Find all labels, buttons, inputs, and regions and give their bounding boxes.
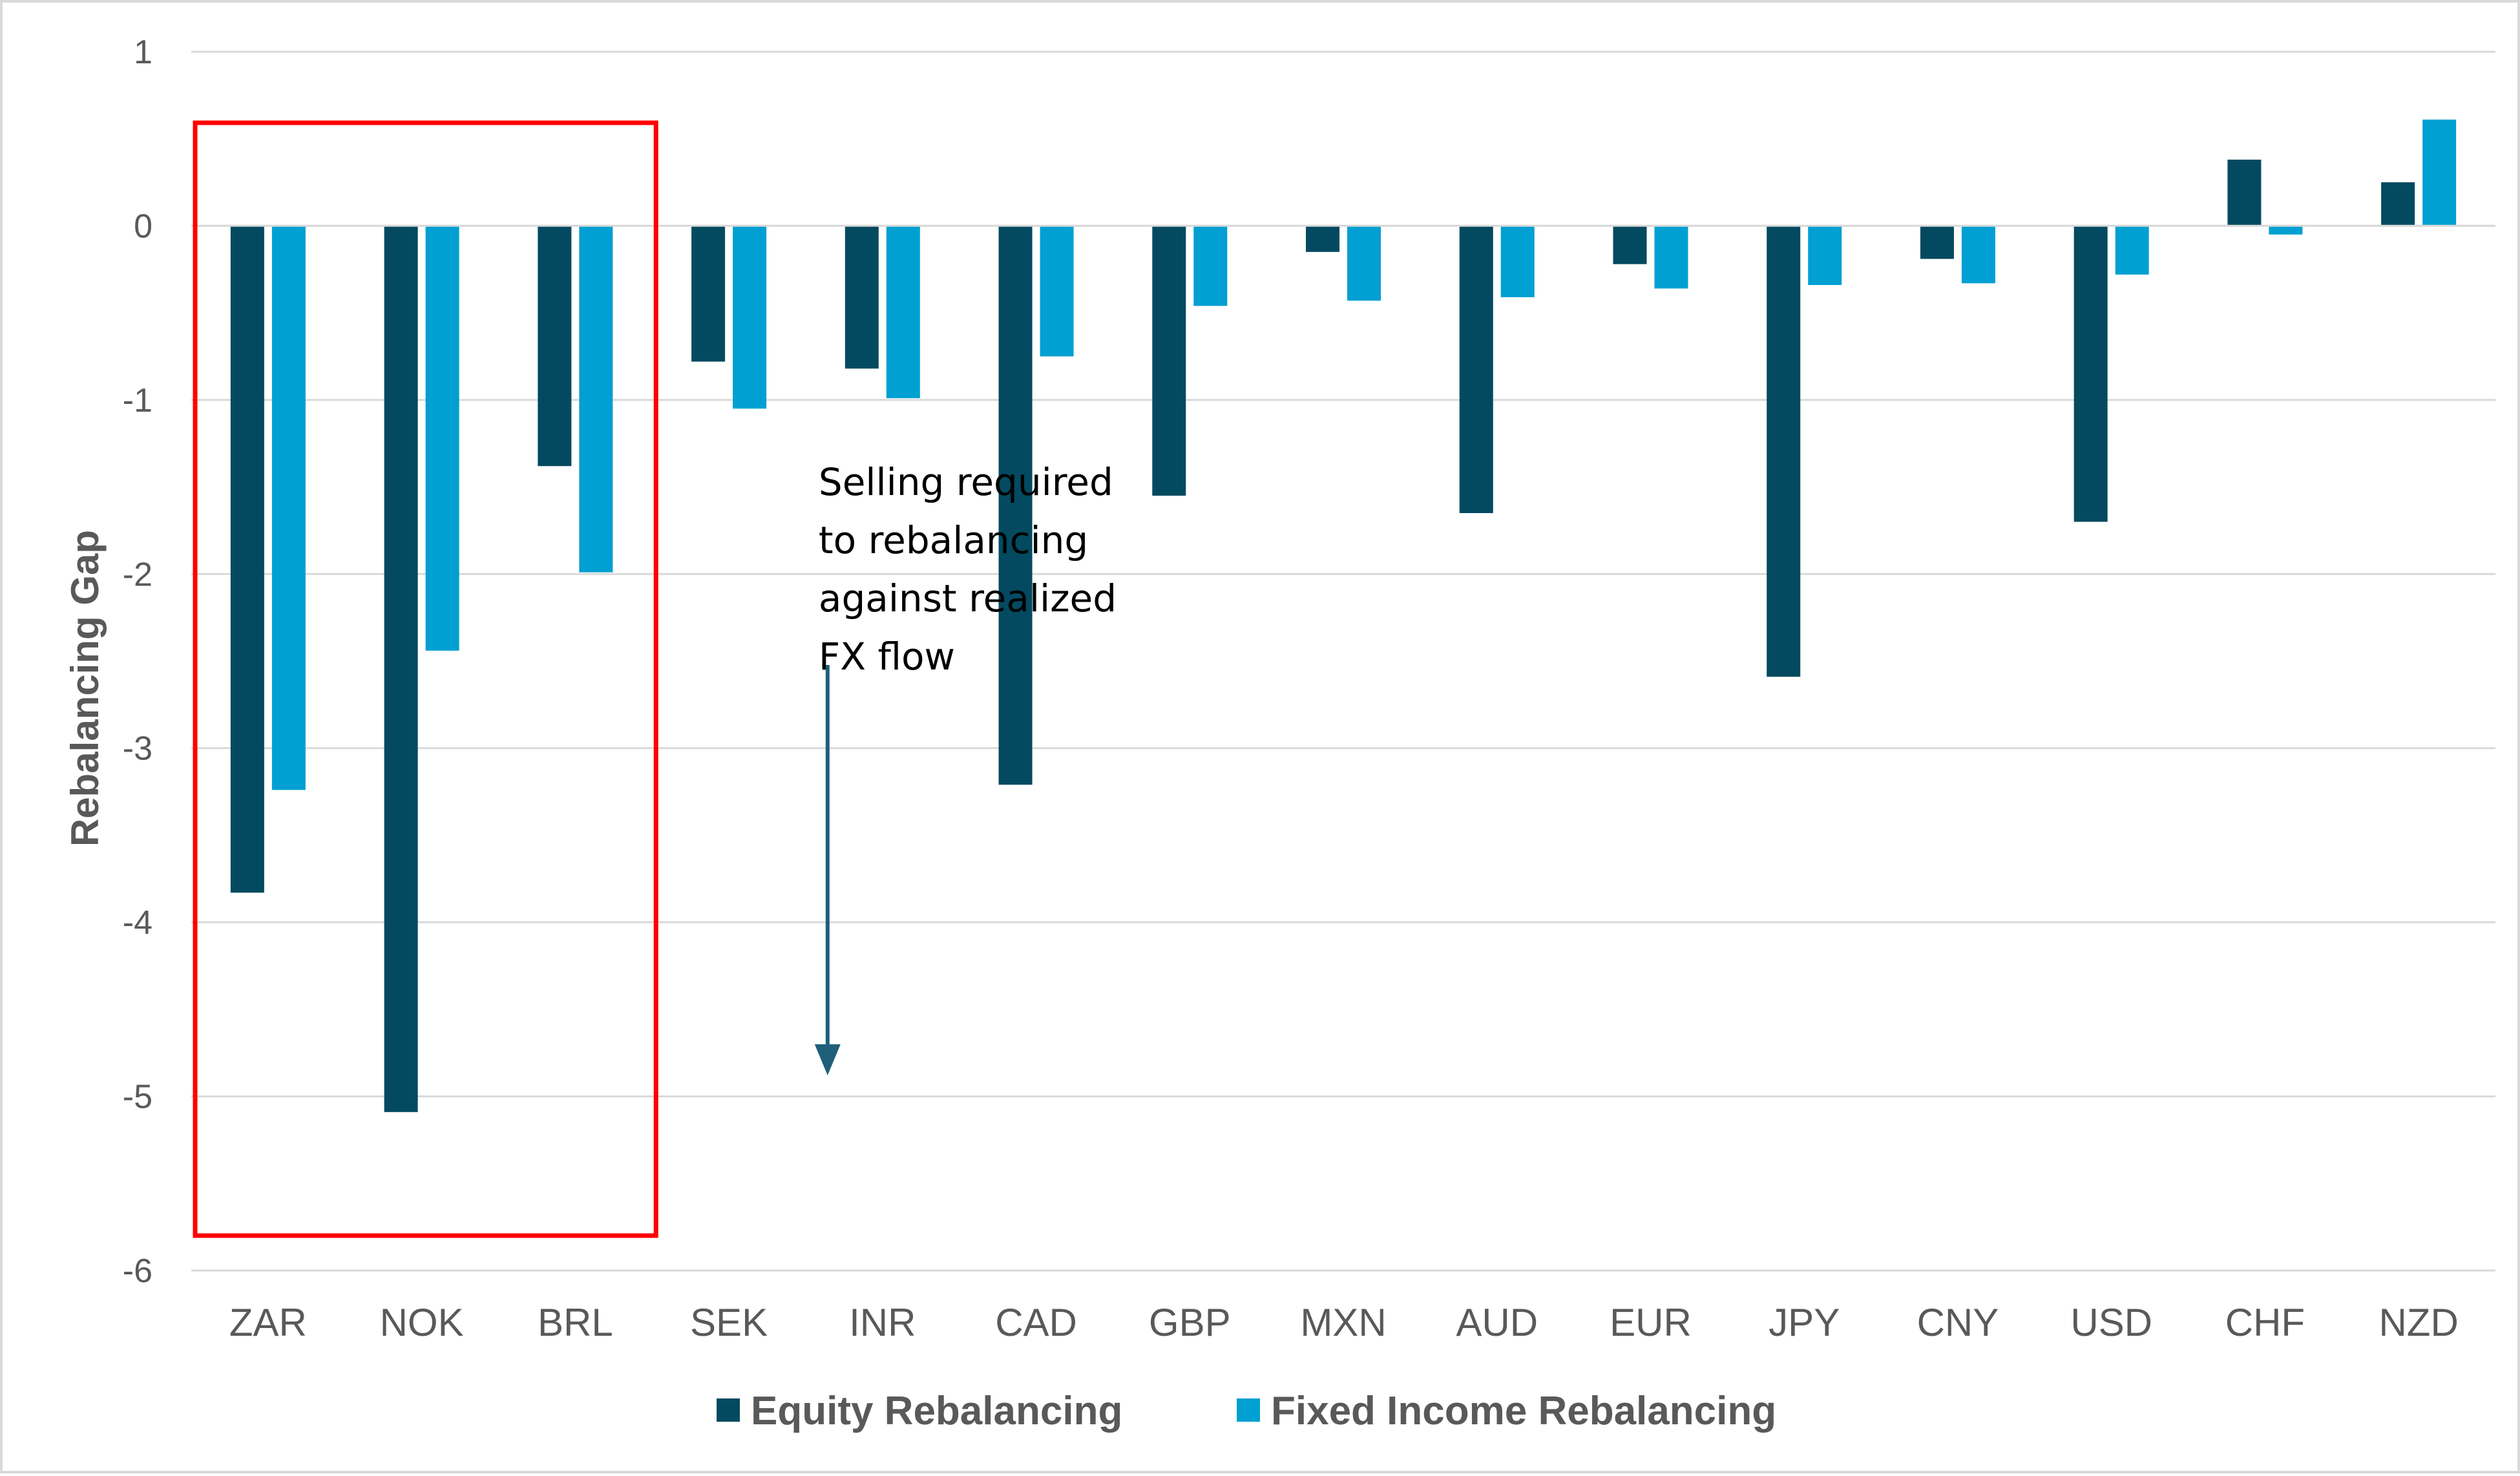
x-category-label: NZD xyxy=(2378,1301,2458,1344)
bar-equity-chf xyxy=(2227,160,2262,226)
y-tick-label: -2 xyxy=(123,556,152,593)
bar-equity-inr xyxy=(845,226,879,369)
bar-fixed-income-usd xyxy=(2115,226,2149,275)
bar-fixed-income-cad xyxy=(1040,226,1074,357)
x-category-label: AUD xyxy=(1456,1301,1538,1344)
x-category-label: EUR xyxy=(1610,1301,1692,1344)
bar-fixed-income-mxn xyxy=(1347,226,1381,301)
bar-equity-sek xyxy=(691,226,726,362)
bar-fixed-income-jpy xyxy=(1808,226,1842,286)
bar-fixed-income-nok xyxy=(425,226,459,651)
bar-equity-usd xyxy=(2074,226,2108,522)
legend: Equity Rebalancing Fixed Income Rebalanci… xyxy=(717,1389,1776,1433)
y-tick-label: -3 xyxy=(123,730,152,768)
bar-equity-brl xyxy=(538,226,572,467)
bar-fixed-income-gbp xyxy=(1193,226,1228,306)
legend-label-fixed-income: Fixed Income Rebalancing xyxy=(1271,1389,1776,1433)
bar-chart: 1 0 -1 -2 -3 -4 -5 -6 ZAR NOK BRL SEK INR CAD GBP MXN A… xyxy=(63,34,2495,1433)
gridlines xyxy=(191,50,2495,1272)
legend-swatch-equity xyxy=(717,1398,740,1422)
x-category-label: SEK xyxy=(690,1301,768,1344)
y-tick-label: 0 xyxy=(134,207,152,245)
x-category-label: CAD xyxy=(995,1301,1077,1344)
y-tick-label: 1 xyxy=(134,34,152,71)
annotation: Selling required to rebalancing against re… xyxy=(814,460,1117,1075)
bar-equity-jpy xyxy=(1767,226,1801,677)
annotation-text-line: Selling required xyxy=(819,460,1113,504)
x-category-label: MXN xyxy=(1300,1301,1386,1344)
bar-fixed-income-zar xyxy=(271,226,306,790)
bar-equity-aud xyxy=(1459,226,1493,513)
annotation-text-line: against realized xyxy=(819,576,1117,620)
annotation-text-line: to rebalancing xyxy=(819,518,1088,562)
bar-fixed-income-brl xyxy=(579,226,613,573)
highlight-rectangle xyxy=(193,120,658,1238)
x-category-label: CHF xyxy=(2225,1301,2305,1344)
highlight-box xyxy=(193,120,658,1238)
bar-equity-cad xyxy=(998,226,1033,785)
x-category-label: GBP xyxy=(1149,1301,1231,1344)
x-category-label: INR xyxy=(849,1301,916,1344)
x-category-label: JPY xyxy=(1769,1301,1840,1344)
y-axis-ticks: 1 0 -1 -2 -3 -4 -5 -6 xyxy=(123,34,152,1290)
y-tick-label: -1 xyxy=(123,382,152,419)
x-axis-categories: ZAR NOK BRL SEK INR CAD GBP MXN AUD EUR JPY CNY USD C… xyxy=(229,1301,2459,1344)
bar-equity-zar xyxy=(230,226,264,893)
y-tick-label: -5 xyxy=(123,1079,152,1116)
bar-fixed-income-inr xyxy=(886,226,920,399)
y-tick-label: -4 xyxy=(123,904,152,942)
legend-label-equity: Equity Rebalancing xyxy=(751,1389,1122,1433)
x-category-label: BRL xyxy=(538,1301,613,1344)
bar-equity-nok xyxy=(384,226,418,1112)
bar-equity-gbp xyxy=(1152,226,1186,496)
x-category-label: NOK xyxy=(380,1301,464,1344)
bars xyxy=(191,120,2495,1112)
x-category-label: CNY xyxy=(1917,1301,1999,1344)
bar-equity-cny xyxy=(1920,226,1954,259)
x-category-label: USD xyxy=(2070,1301,2152,1344)
bar-fixed-income-cny xyxy=(1961,226,1995,284)
bar-fixed-income-sek xyxy=(733,226,767,409)
bar-equity-nzd xyxy=(2381,182,2415,226)
annotation-text-line: FX flow xyxy=(819,635,955,679)
bar-fixed-income-aud xyxy=(1500,226,1535,297)
bar-equity-eur xyxy=(1613,226,1647,264)
bar-equity-mxn xyxy=(1306,226,1339,252)
bar-fixed-income-chf xyxy=(2269,226,2303,235)
legend-swatch-fixed-income xyxy=(1237,1398,1260,1422)
annotation-arrow-head xyxy=(814,1044,841,1075)
bar-fixed-income-eur xyxy=(1654,226,1688,289)
y-tick-label: -6 xyxy=(123,1252,152,1290)
x-category-label: ZAR xyxy=(229,1301,307,1344)
y-axis-title: Rebalancing Gap xyxy=(63,530,107,847)
bar-fixed-income-nzd xyxy=(2422,120,2457,226)
